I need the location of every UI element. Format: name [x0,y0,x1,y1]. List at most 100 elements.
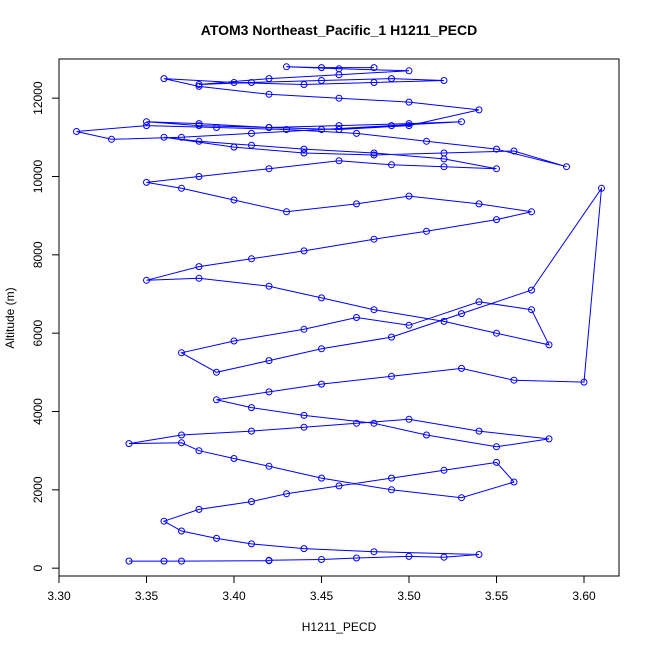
data-point [493,458,500,466]
data-point [195,82,203,90]
data-point [213,124,220,131]
data-point [300,81,308,88]
data-point [248,79,255,86]
data-point [388,75,395,83]
data-point [353,419,360,427]
data-point [493,216,500,224]
data-point [353,129,360,137]
data-point [265,388,273,396]
data-point [370,548,378,556]
data-point [265,90,273,98]
data-point [195,173,203,180]
data-point [528,286,535,294]
data-point [160,75,168,83]
y-axis-label: Altitude (m) [3,287,17,348]
data-point [265,462,273,470]
data-point [493,165,500,173]
data-point [545,341,553,349]
data-point [370,64,378,72]
data-point [195,81,203,88]
data-point [528,306,535,314]
data-point [178,349,185,357]
data-point [300,423,308,431]
data-point [318,294,325,302]
data-point [475,298,483,306]
data-point [335,122,343,130]
data-point [230,143,238,151]
data-point [545,435,553,443]
data-point [458,310,465,318]
data-point [230,79,238,86]
data-point [510,478,518,486]
data-point [300,149,308,157]
data-point [143,122,150,130]
series-line [76,66,603,562]
data-point [300,247,308,255]
data-point [370,149,378,157]
data-point [318,345,325,353]
data-point [265,75,273,83]
data-point [318,77,325,84]
data-point [370,306,378,314]
data-point [143,178,150,186]
data-point [248,427,255,435]
data-point [318,474,325,482]
data-point [405,122,413,130]
data-point [265,282,273,290]
data-point [178,527,185,535]
y-tick-label: 12000 [31,81,45,115]
data-point [143,118,150,126]
data-point [563,163,570,171]
data-point [475,427,483,435]
data-point [475,200,483,208]
data-point [195,122,203,130]
y-tick-label: 8000 [31,241,45,268]
data-point [213,368,220,376]
x-tick-label: 3.60 [572,589,596,603]
x-tick-label: 3.50 [397,589,421,603]
y-tick-label: 2000 [31,476,45,503]
x-axis-label: H1211_PECD [302,620,377,634]
data-point [300,411,308,419]
y-tick-label: 0 [31,565,45,572]
data-point [195,137,203,145]
data-point [335,65,343,73]
data-point [265,165,273,173]
data-point [440,149,448,157]
data-point [528,208,535,216]
data-point [388,486,395,494]
data-point [353,554,360,562]
data-point [318,126,325,133]
data-point [458,364,465,372]
y-tick-label: 4000 [31,398,45,425]
data-point [178,184,185,192]
data-point [423,227,430,235]
data-point [335,94,343,102]
data-point [300,325,308,333]
data-point [160,557,168,565]
data-point [405,98,413,106]
chart-title: ATOM3 Northeast_Pacific_1 H1211_PECD [201,22,478,38]
data-point [370,151,378,159]
data-point [458,118,465,126]
data-point [353,200,360,208]
data-point [475,106,483,114]
data-point [318,64,325,72]
data-point [335,157,343,165]
y-tick-label: 10000 [31,159,45,193]
data-point [195,120,203,128]
data-point [440,317,448,325]
data-point [248,129,255,137]
data-point [248,404,255,412]
data-point [370,79,378,86]
data-point [458,494,465,502]
data-point [423,137,430,145]
data-point [283,208,290,216]
data-point [370,419,378,427]
data-point [160,517,168,525]
data-point [388,161,395,169]
data-point [580,378,588,386]
data-point [510,376,518,384]
data-point [178,557,185,565]
